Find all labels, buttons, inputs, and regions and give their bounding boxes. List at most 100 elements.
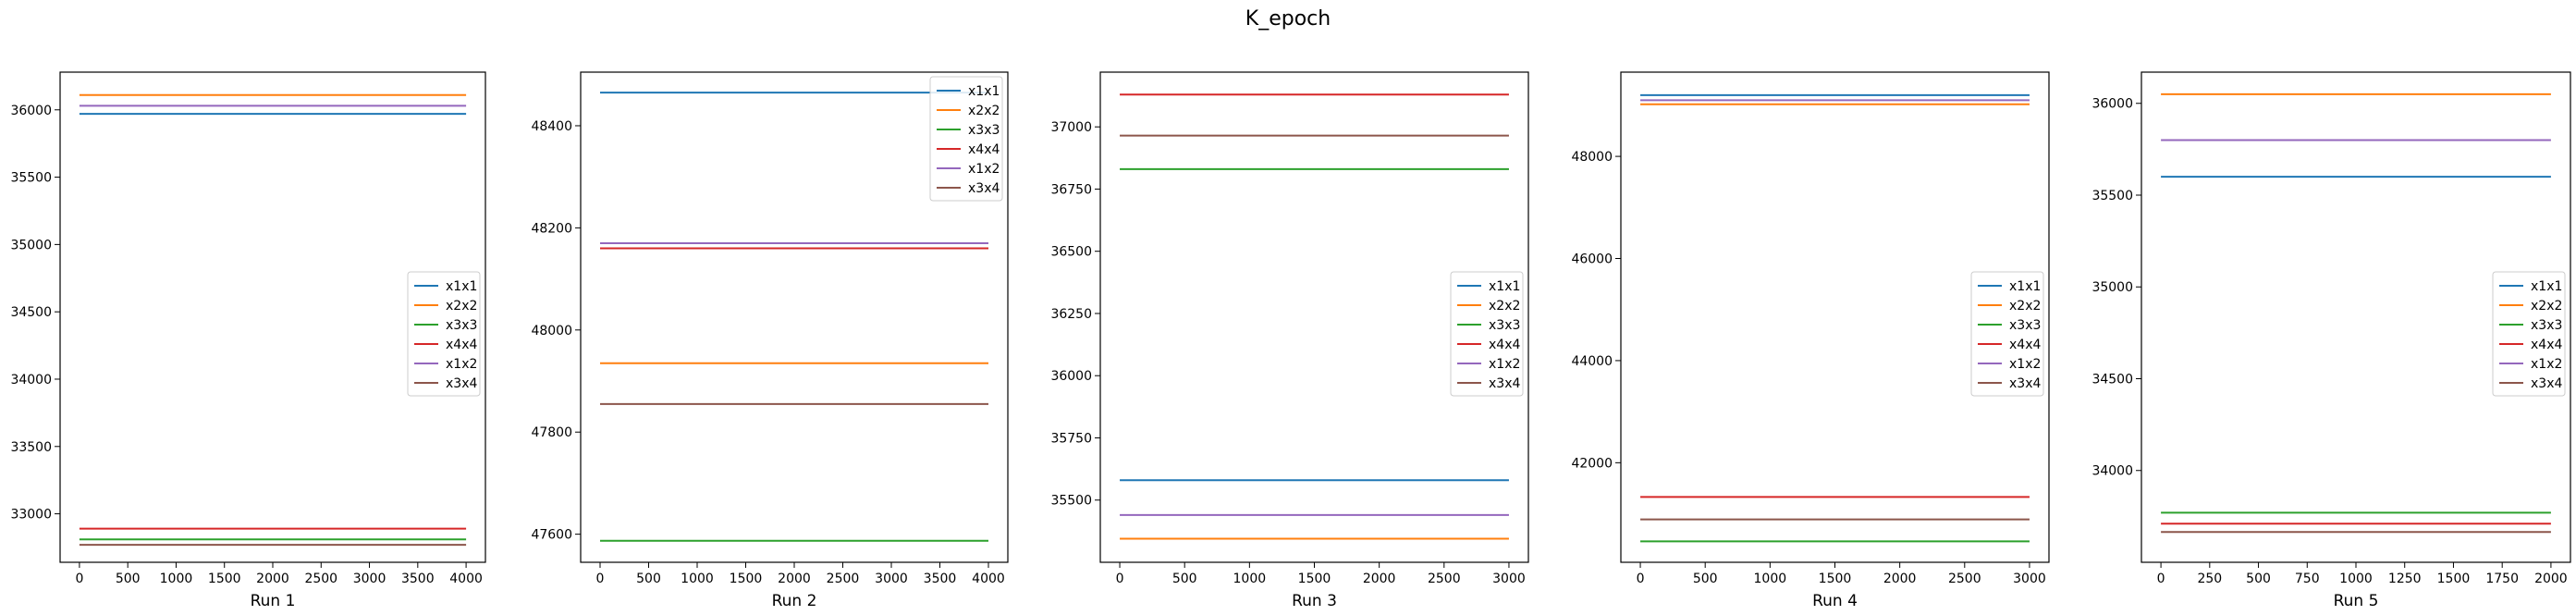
legend-label-x3x3: x3x3: [1489, 318, 1520, 333]
legend-label-x1x2: x1x2: [968, 162, 1000, 177]
legend-label-x3x3: x3x3: [968, 123, 1000, 138]
subplots: 0 500 1000 1500 2000 2500 3000 3500 400033000335…: [10, 71, 2571, 610]
y-tick-label: 34500: [10, 305, 52, 320]
x-tick-label: 1000: [160, 572, 193, 586]
x-tick-label: 2500: [1948, 572, 1981, 586]
legend-label-x3x4: x3x4: [2009, 376, 2041, 391]
figure-title: K_epoch: [1245, 7, 1331, 31]
y-tick-label: 35500: [1050, 494, 1092, 509]
x-tick-label: 2500: [827, 572, 860, 586]
x-tick-label: 500: [1172, 572, 1197, 586]
x-tick-label: 1000: [2339, 572, 2373, 586]
x-tick-label: 3500: [401, 572, 435, 586]
y-tick-label: 34500: [2091, 372, 2133, 387]
x-tick-label: 3000: [2013, 572, 2046, 586]
y-tick-label: 36500: [1050, 245, 1092, 260]
legend-box: [929, 76, 1003, 202]
legend-run3: x1x1 x2x2 x3x3 x4x4 x1x2 x3x4: [1450, 271, 1524, 397]
legend-label-x2x2: x2x2: [1489, 299, 1520, 314]
legend-label-x4x4: x4x4: [968, 142, 1000, 157]
y-tick-label: 35500: [10, 171, 52, 186]
x-tick-label: 500: [2246, 572, 2271, 586]
subplot-1: 0 500 1000 1500 2000 2500 3000 3500 4000 33000 335…: [10, 71, 486, 610]
x-tick-label: 3500: [924, 572, 957, 586]
legend-box: [1970, 271, 2044, 397]
x-tick-label: 2000: [1883, 572, 1917, 586]
legend-label-x2x2: x2x2: [2531, 299, 2562, 314]
x-tick-label: 1500: [208, 572, 241, 586]
legend-label-x1x2: x1x2: [1489, 357, 1520, 372]
x-axis-label: Run 3: [1292, 592, 1337, 610]
x-tick-label: 2000: [256, 572, 289, 586]
y-tick-label: 36000: [2091, 97, 2133, 112]
x-tick-label: 500: [116, 572, 141, 586]
x-tick-label: 250: [2197, 572, 2222, 586]
x-tick-label: 1500: [2437, 572, 2471, 586]
x-tick-label: 1250: [2388, 572, 2422, 586]
legend-box: [1450, 271, 1524, 397]
x-axis-label: Run 2: [772, 592, 817, 610]
legend-run2: x1x1 x2x2 x3x3 x4x4 x1x2 x3x4: [929, 76, 1003, 202]
y-tick-label: 35000: [2091, 280, 2133, 295]
x-tick-label: 3000: [1492, 572, 1526, 586]
legend-box: [2492, 271, 2566, 397]
legend-label-x3x3: x3x3: [2009, 318, 2041, 333]
legend-label-x4x4: x4x4: [2531, 338, 2562, 352]
y-tick-label: 47600: [531, 528, 572, 543]
subplot-3: 0 500 1000 1500 2000 2500 3000 35500 35750 36000 3…: [1050, 71, 1529, 610]
x-tick-label: 1500: [1298, 572, 1331, 586]
legend-label-x1x2: x1x2: [446, 357, 477, 372]
y-tick-label: 33500: [10, 440, 52, 455]
legend-label-x4x4: x4x4: [2009, 338, 2041, 352]
legend-label-x1x1: x1x1: [2009, 279, 2041, 294]
y-tick-label: 35500: [2091, 189, 2133, 203]
legend-label-x1x1: x1x1: [2531, 279, 2562, 294]
legend-label-x1x1: x1x1: [446, 279, 477, 294]
x-tick-label: 1000: [1233, 572, 1267, 586]
y-tick-label: 42000: [1571, 456, 1613, 471]
subplot-2: 0 500 1000 1500 2000 2500 3000 3500 4000 47600 478…: [531, 71, 1009, 610]
legend-label-x3x4: x3x4: [2531, 376, 2562, 391]
legend-run1: x1x1 x2x2 x3x3 x4x4 x1x2 x3x4: [407, 271, 481, 397]
x-tick-label: 2000: [2534, 572, 2568, 586]
x-tick-label: 3000: [353, 572, 386, 586]
x-tick-label: 0: [596, 572, 605, 586]
x-tick-label: 4000: [449, 572, 483, 586]
x-tick-label: 0: [1637, 572, 1645, 586]
legend-label-x1x1: x1x1: [968, 84, 1000, 99]
legend-label-x1x1: x1x1: [1489, 279, 1520, 294]
y-tick-label: 36750: [1050, 182, 1092, 197]
x-tick-label: 1000: [1754, 572, 1787, 586]
legend-label-x3x3: x3x3: [2531, 318, 2562, 333]
y-tick-label: 48400: [531, 119, 572, 134]
x-tick-label: 1500: [1819, 572, 1852, 586]
subplot-4: 0 500 1000 1500 2000 2500 3000 42000 44000 46000 4…: [1571, 71, 2050, 610]
x-tick-label: 0: [75, 572, 83, 586]
legend-label-x2x2: x2x2: [446, 299, 477, 314]
x-tick-label: 1500: [730, 572, 763, 586]
x-tick-label: 3000: [875, 572, 908, 586]
legend-label-x3x4: x3x4: [1489, 376, 1520, 391]
y-tick-label: 37000: [1050, 120, 1092, 135]
y-tick-label: 35000: [10, 238, 52, 252]
x-tick-label: 2500: [1428, 572, 1461, 586]
y-tick-label: 44000: [1571, 354, 1613, 369]
x-tick-label: 1750: [2485, 572, 2519, 586]
x-tick-label: 750: [2295, 572, 2320, 586]
legend-label-x1x2: x1x2: [2009, 357, 2041, 372]
x-tick-label: 0: [1116, 572, 1124, 586]
x-axis-label: Run 5: [2334, 592, 2379, 610]
y-tick-label: 47800: [531, 425, 572, 440]
legend-label-x4x4: x4x4: [1489, 338, 1520, 352]
legend-label-x3x4: x3x4: [968, 181, 1000, 196]
legend-run5: x1x1 x2x2 x3x3 x4x4 x1x2 x3x4: [2492, 271, 2566, 397]
y-tick-label: 34000: [2091, 464, 2133, 479]
subplot-5: 0 250 500 750 1000 1250 1500 1750 2000 34000 34500…: [2091, 71, 2571, 610]
legend-label-x2x2: x2x2: [2009, 299, 2041, 314]
y-tick-label: 34000: [10, 373, 52, 387]
x-tick-label: 500: [1693, 572, 1718, 586]
y-tick-label: 36000: [10, 104, 52, 118]
x-tick-label: 2000: [1363, 572, 1396, 586]
y-tick-label: 48000: [531, 324, 572, 338]
legend-label-x4x4: x4x4: [446, 338, 477, 352]
